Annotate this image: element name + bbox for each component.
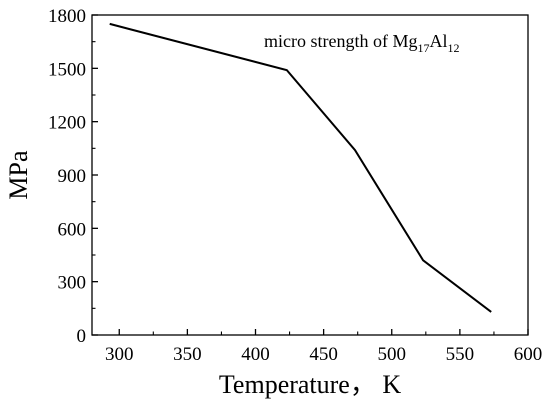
plot-frame — [91, 14, 529, 336]
x-tick-label: 300 — [105, 344, 134, 365]
y-tick-label: 1200 — [48, 113, 86, 134]
x-axis-title: Temperature， K — [219, 370, 401, 399]
y-axis-title: MPa — [4, 150, 33, 200]
series-line — [109, 22, 492, 313]
x-tick-label: 600 — [514, 344, 543, 365]
x-tick-label: 400 — [241, 344, 270, 365]
y-tick-label: 600 — [58, 219, 87, 240]
x-tick-label: 350 — [173, 344, 202, 365]
axis-ticks — [92, 14, 529, 336]
y-tick-label: 1800 — [48, 6, 86, 27]
legend-annotation: micro strength of Mg17Al12 — [264, 31, 459, 55]
y-tick-label: 300 — [58, 273, 87, 294]
y-tick-label: 1500 — [48, 59, 86, 80]
y-tick-label: 0 — [77, 326, 87, 347]
tick-labels: 300 350 400 450 500 550 600 0 300 600 900 1200 1500 1… — [48, 6, 542, 365]
x-tick-label: 500 — [378, 344, 407, 365]
x-tick-label: 450 — [309, 344, 338, 365]
y-tick-label: 900 — [58, 166, 87, 187]
x-tick-label: 550 — [446, 344, 475, 365]
